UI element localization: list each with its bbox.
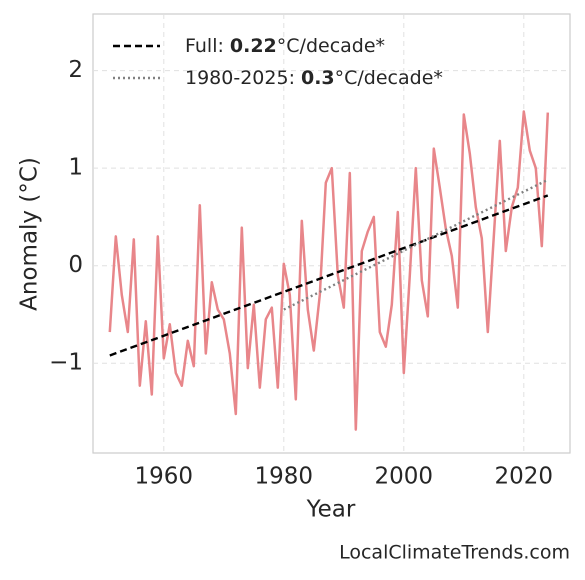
- y-tick-label: 0: [68, 252, 83, 278]
- data-line: [108, 110, 550, 431]
- trend-line: [109, 194, 549, 357]
- y-tick-label: 1: [68, 155, 83, 181]
- y-axis-label: Anomaly (°C): [17, 157, 43, 311]
- trend-line: [283, 178, 549, 311]
- legend-text: 1980-2025:: [185, 67, 295, 89]
- legend-unit: °C/decade*: [277, 35, 385, 57]
- legend-rate: 0.22: [230, 35, 277, 57]
- y-tick-label: 2: [68, 57, 83, 83]
- x-tick-label: 1960: [135, 464, 194, 490]
- x-tick-label: 1980: [255, 464, 314, 490]
- source: LocalClimateTrends.com: [339, 542, 570, 564]
- legend-label: Full: 0.22°C/decade*: [185, 35, 385, 57]
- plot-frame: [92, 13, 571, 454]
- legend-unit: °C/decade*: [335, 67, 443, 89]
- x-tick-label: 2000: [375, 464, 434, 490]
- legend-label: 1980-2025: 0.3°C/decade*: [185, 67, 443, 89]
- x-axis-label: Year: [306, 497, 356, 523]
- x-tick-label: 2020: [495, 464, 554, 490]
- legend-text: Full:: [185, 35, 224, 57]
- legend-rate: 0.3: [301, 67, 335, 89]
- y-tick-label: −1: [49, 350, 83, 376]
